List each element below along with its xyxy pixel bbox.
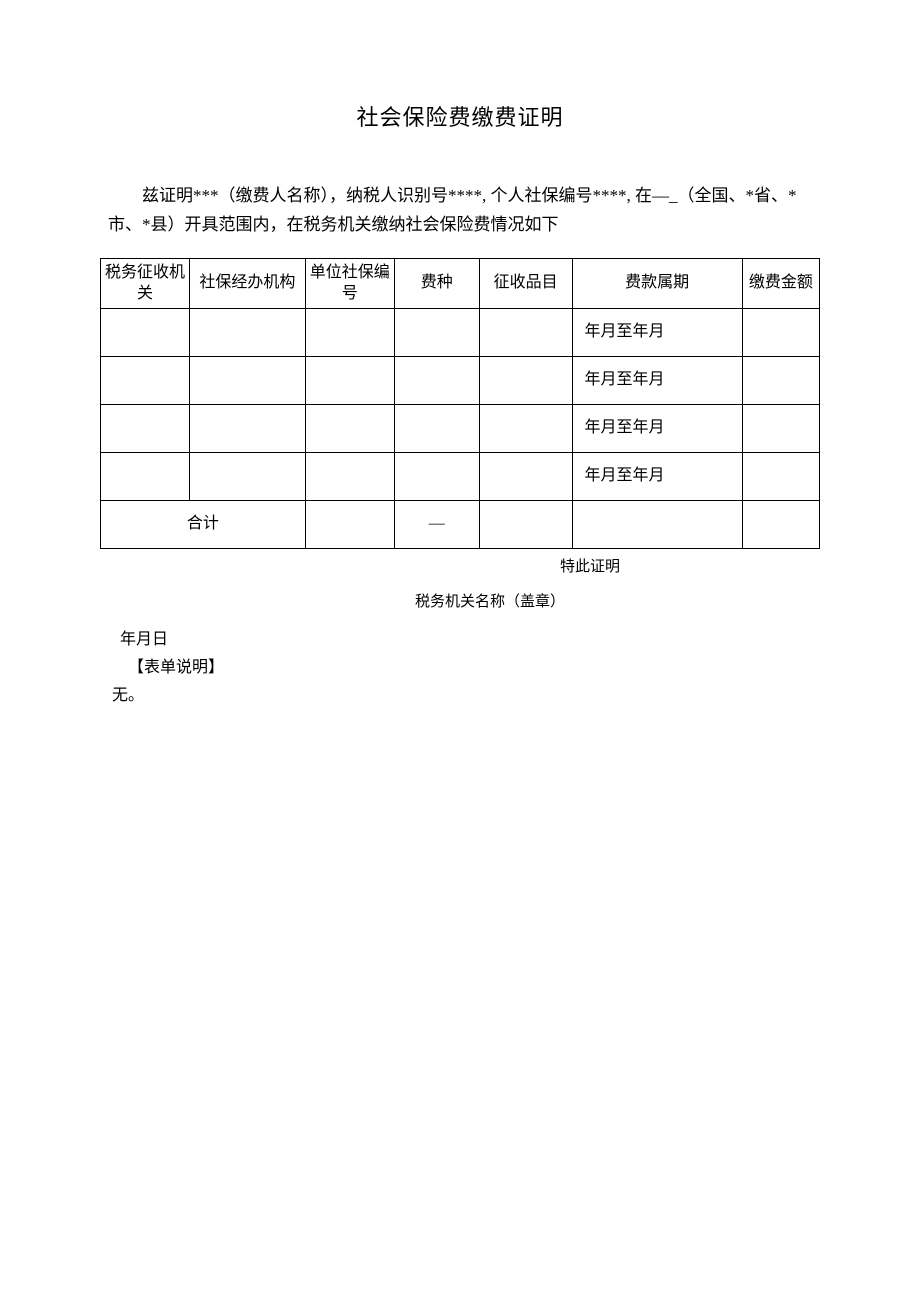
cell	[742, 357, 819, 405]
cell	[479, 405, 572, 453]
table-row: 年月至年月	[101, 357, 820, 405]
cell	[189, 309, 305, 357]
table-row: 年月至年月	[101, 309, 820, 357]
cell	[101, 453, 190, 501]
page-title: 社会保险费缴费证明	[100, 100, 820, 132]
cell	[742, 501, 819, 549]
footer-note: 特此证明	[560, 555, 820, 576]
date-line: 年月日	[100, 625, 820, 649]
stamp-line: 税务机关名称（盖章）	[160, 590, 820, 611]
cell	[742, 309, 819, 357]
cell	[189, 453, 305, 501]
cell-period: 年月至年月	[572, 309, 742, 357]
cell	[742, 453, 819, 501]
cell	[394, 453, 479, 501]
cell	[479, 357, 572, 405]
cell-period: 年月至年月	[572, 357, 742, 405]
cell-period: 年月至年月	[572, 405, 742, 453]
cell	[101, 405, 190, 453]
cell	[479, 501, 572, 549]
cell	[394, 405, 479, 453]
cell: —	[394, 501, 479, 549]
cell	[394, 357, 479, 405]
table-row: 年月至年月	[101, 405, 820, 453]
header-amount: 缴费金额	[742, 258, 819, 309]
cell	[479, 453, 572, 501]
header-tax-authority: 税务征收机关	[101, 258, 190, 309]
table-total-row: 合计 —	[101, 501, 820, 549]
cell	[305, 501, 394, 549]
cell	[479, 309, 572, 357]
cell-period: 年月至年月	[572, 453, 742, 501]
header-fee-period: 费款属期	[572, 258, 742, 309]
header-ssi-agency: 社保经办机构	[189, 258, 305, 309]
header-collection-item: 征收品目	[479, 258, 572, 309]
cell	[189, 405, 305, 453]
cell	[101, 309, 190, 357]
cell	[394, 309, 479, 357]
cell	[305, 309, 394, 357]
cell	[101, 357, 190, 405]
payment-table: 税务征收机关 社保经办机构 单位社保编号 费种 征收品目 费款属期 缴费金额 年…	[100, 258, 820, 550]
header-fee-type: 费种	[394, 258, 479, 309]
header-unit-ssi-no: 单位社保编号	[305, 258, 394, 309]
note-title: 【表单说明】	[100, 653, 820, 677]
cell	[305, 453, 394, 501]
total-label: 合计	[101, 501, 306, 549]
note-body: 无。	[100, 681, 820, 705]
cell	[189, 357, 305, 405]
table-header-row: 税务征收机关 社保经办机构 单位社保编号 费种 征收品目 费款属期 缴费金额	[101, 258, 820, 309]
cell	[305, 357, 394, 405]
cell	[742, 405, 819, 453]
intro-paragraph: 兹证明***（缴费人名称），纳税人识别号****, 个人社保编号****, 在—…	[100, 182, 820, 240]
table-row: 年月至年月	[101, 453, 820, 501]
cell	[305, 405, 394, 453]
cell	[572, 501, 742, 549]
